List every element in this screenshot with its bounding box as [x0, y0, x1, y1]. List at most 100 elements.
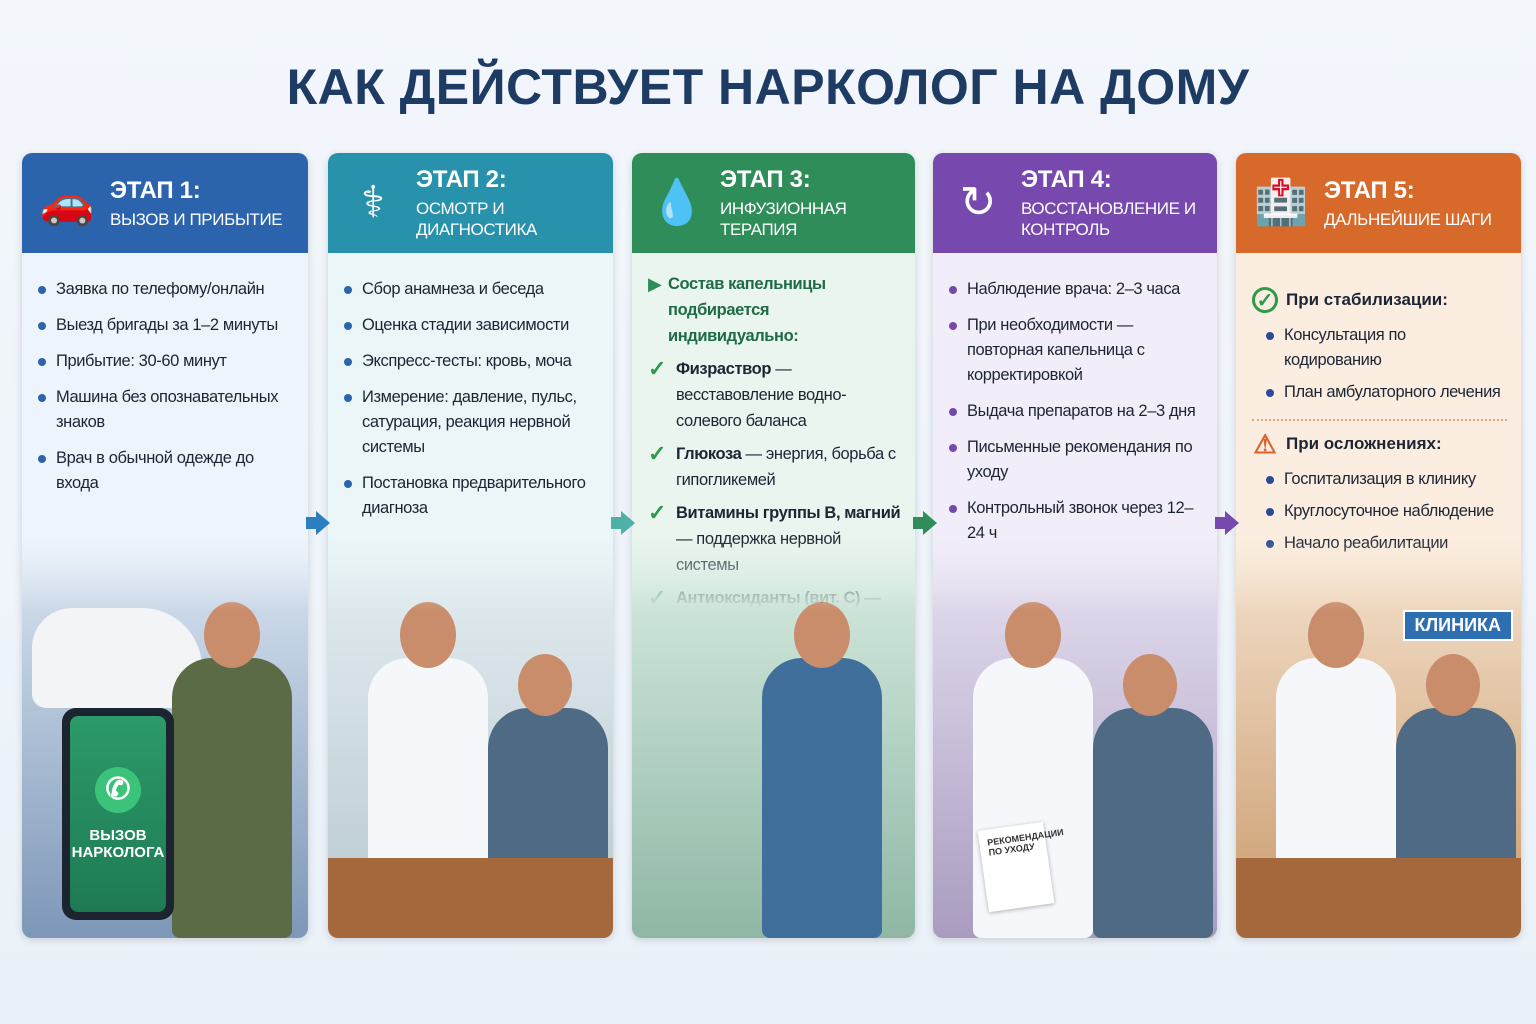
doctor-head	[1005, 602, 1061, 668]
item-text: Консультация по кодированию	[1284, 326, 1406, 369]
stage-name: ИНФУЗИОННАЯ ТЕРАПИЯ	[720, 199, 847, 239]
list-item: Консультация по кодированию	[1252, 323, 1507, 373]
item-text: Физраствор — весставовление водно-солево…	[676, 356, 901, 434]
item-desc: Прибытие: 30-60 минут	[56, 352, 227, 370]
list-item: ✓ Физраствор — весставовление водно-солев…	[648, 356, 901, 434]
stage-card-5: 🏥 ЭТАП 5: ДАЛЬНЕЙШИЕ ШАГИ ✓ При стабилизации…	[1236, 153, 1521, 938]
phone-illustration: ✆ ВЫЗОВ НАРКОЛОГА	[62, 708, 174, 920]
clinic-sign: КЛИНИКА	[1402, 610, 1513, 641]
item-desc: Врач в обычной одежде до входа	[56, 449, 254, 492]
refresh-check-icon: ↻	[959, 178, 997, 227]
stage-name: ОСМОТР И ДИАГНОСТИКА	[416, 199, 537, 239]
check-icon: ✓	[648, 441, 667, 466]
bullet-icon	[949, 505, 957, 513]
item-desc: — энергия, борьба с гипогликемей	[676, 445, 896, 489]
bullet-icon	[38, 394, 46, 402]
bullet-icon	[949, 286, 957, 294]
item-text: Глюкоза — энергия, борьба с гипогликемей	[676, 441, 901, 493]
stethoscope-icon: ⚕	[361, 178, 385, 227]
bullet-icon	[1266, 476, 1274, 484]
doctor-figure	[172, 658, 292, 938]
stage-number: ЭТАП 3:	[720, 166, 811, 193]
bullet-icon	[1266, 389, 1274, 397]
check-icon: ✓	[648, 356, 667, 381]
next-arrow-icon	[611, 511, 635, 535]
warning-icon: ⚠	[1253, 428, 1277, 459]
item-desc: Заявка по телефому/онлайн	[56, 280, 265, 298]
stage-heading: ЭТАП 5: ДАЛЬНЕЙШИЕ ШАГИ	[1324, 177, 1492, 230]
item-text: Выезд бригады за 1–2 минуты	[56, 313, 278, 338]
list-item: Круглосуточное наблюдение	[1252, 499, 1507, 524]
next-arrow-icon	[1215, 511, 1239, 535]
section-title: При осложнениях:	[1286, 434, 1442, 453]
patient-figure	[1093, 708, 1213, 938]
table-illustration	[1236, 858, 1521, 938]
patient-head	[518, 654, 572, 716]
car-icon: 🚗	[39, 178, 95, 227]
item-desc: Сбор анамнеза и беседа	[362, 280, 544, 298]
doctor-head	[794, 602, 850, 668]
stage-illustration	[328, 538, 613, 938]
stage-content: ▶ Состав капельницы подбирается индивидуа…	[632, 253, 915, 803]
item-text: Экспресс-тесты: кровь, моча	[362, 349, 572, 374]
item-text: Наблюдение врача: 2–3 часа	[967, 277, 1180, 302]
item-text: Постановка предварительного диагноза	[362, 471, 599, 521]
item-bold: Витамины группы B, магний	[676, 504, 901, 522]
bullet-icon	[38, 358, 46, 366]
stage-card-4: ↻ ЭТАП 4: ВОССТАНОВЛЕНИЕ И КОНТРОЛЬ Наблюде…	[933, 153, 1217, 938]
bullet-icon	[344, 358, 352, 366]
bullet-icon	[38, 322, 46, 330]
item-text: Заявка по телефому/онлайн	[56, 277, 265, 302]
intro-text: ▶ Состав капельницы подбирается индивидуа…	[648, 271, 901, 349]
stage-content: Наблюдение врача: 2–3 часа При необходимо…	[933, 253, 1217, 542]
stage-heading: ЭТАП 3: ИНФУЗИОННАЯ ТЕРАПИЯ	[720, 166, 901, 240]
patient-head	[1426, 654, 1480, 716]
section-divider	[1252, 419, 1507, 421]
bullet-icon	[949, 408, 957, 416]
intro-label: Состав капельницы подбирается индивидуал…	[668, 275, 826, 345]
list-item: Сбор анамнеза и беседа	[344, 277, 599, 302]
item-desc: Выдача препаратов на 2–3 дня	[967, 402, 1196, 420]
next-arrow-icon	[913, 511, 937, 535]
item-desc: Машина без опознавательных знаков	[56, 388, 279, 431]
bullet-icon	[344, 394, 352, 402]
item-text: Врач в обычной одежде до входа	[56, 446, 294, 496]
item-text: План амбулаторного лечения	[1284, 383, 1501, 401]
iv-drip-icon: 💧	[649, 178, 705, 227]
item-desc: Контрольный звонок через 12–24 ч	[967, 499, 1194, 542]
item-bold: Физраствор	[676, 360, 772, 378]
stage-card-2: ⚕ ЭТАП 2: ОСМОТР И ДИАГНОСТИКА Сбор анамнез…	[328, 153, 613, 938]
item-text: Машина без опознавательных знаков	[56, 385, 294, 435]
section-heading: ⚠ При осложнениях:	[1252, 428, 1507, 459]
bullet-icon	[344, 322, 352, 330]
bullet-icon	[38, 455, 46, 463]
play-icon: ▶	[648, 274, 662, 294]
stage-content: Сбор анамнеза и беседа Оценка стадии зави…	[328, 253, 613, 538]
list-item: Контрольный звонок через 12–24 ч	[949, 496, 1203, 546]
item-text: Письменные рекомендания по уходу	[967, 435, 1203, 485]
check-icon: ✓	[648, 500, 667, 525]
item-desc: — весставовление водно-солевого баланса	[676, 360, 847, 430]
table-illustration	[328, 858, 613, 938]
item-bold: Глюкоза	[676, 445, 742, 463]
list-item: Врач в обычной одежде до входа	[38, 446, 294, 496]
doctor-head	[400, 602, 456, 668]
bullet-icon	[949, 322, 957, 330]
item-text: Сбор анамнеза и беседа	[362, 277, 544, 302]
section-heading: ✓ При стабилизации:	[1252, 287, 1507, 313]
stage-illustration: ✆ ВЫЗОВ НАРКОЛОГА	[22, 538, 308, 938]
item-text: Контрольный звонок через 12–24 ч	[967, 496, 1203, 546]
check-circle-icon: ✓	[1252, 287, 1278, 313]
stage-header: 🚗 ЭТАП 1: ВЫЗОВ И ПРИБЫТИЕ	[22, 153, 308, 253]
stage-number: ЭТАП 1:	[110, 176, 201, 204]
list-item: Прибытие: 30-60 минут	[38, 349, 294, 374]
item-desc: Постановка предварительного диагноза	[362, 474, 586, 517]
stage-header: ⚕ ЭТАП 2: ОСМОТР И ДИАГНОСТИКА	[328, 153, 613, 253]
bullet-icon	[344, 480, 352, 488]
stage-content: ✓ При стабилизации: Консультация по кодиро…	[1236, 253, 1521, 552]
bullet-icon	[1266, 332, 1274, 340]
stage-number: ЭТАП 2:	[416, 166, 507, 193]
list-item: План амбулаторного лечения	[1252, 380, 1507, 405]
stage-card-3: 💧 ЭТАП 3: ИНФУЗИОННАЯ ТЕРАПИЯ ▶ Состав капел…	[632, 153, 915, 938]
item-desc: Выезд бригады за 1–2 минуты	[56, 316, 278, 334]
